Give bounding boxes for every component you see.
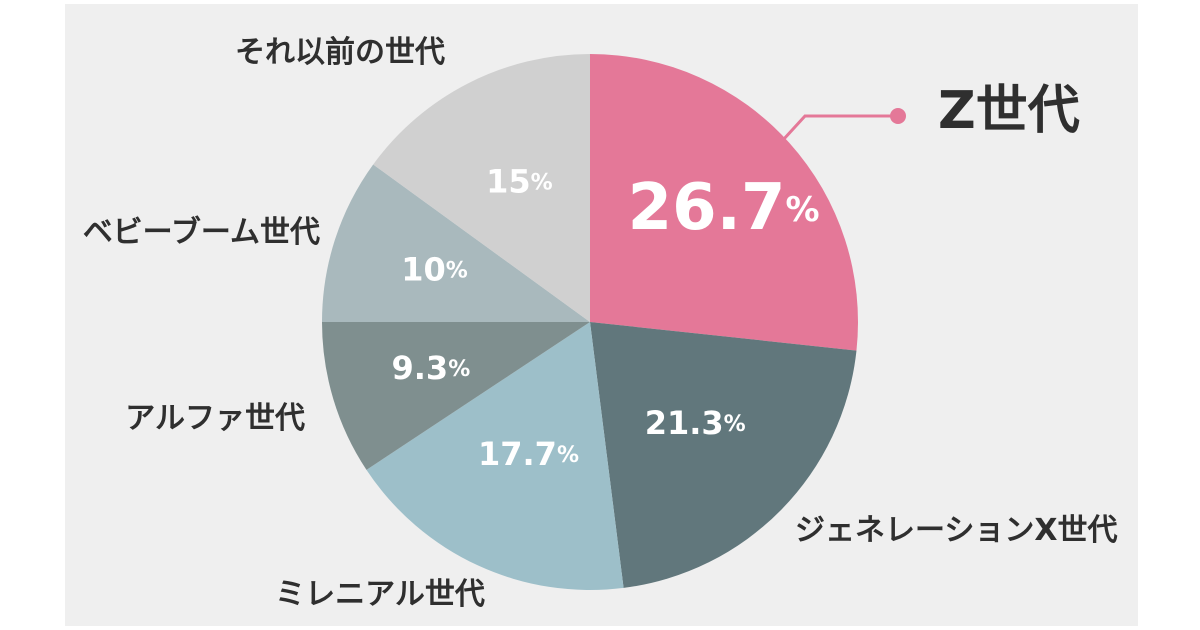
callout-line: [781, 114, 898, 142]
pie-slice: [590, 322, 857, 588]
pie-slice: [590, 54, 858, 351]
slice-category-label: ジェネレーションX世代: [795, 513, 1118, 548]
slice-value-label: 26.7%: [628, 171, 820, 245]
slice-category-label: それ以前の世代: [235, 35, 445, 70]
slice-category-label: ベビーブーム世代: [83, 215, 320, 250]
slice-category-label: ミレニアル世代: [275, 577, 485, 612]
slice-category-label: Z世代: [938, 81, 1080, 141]
slice-category-label: アルファ世代: [125, 401, 305, 436]
slice-value-label: 15%: [486, 163, 553, 201]
pie-slice: [322, 164, 590, 322]
pie-slice: [373, 54, 590, 322]
slice-value-label: 17.7%: [478, 435, 579, 473]
slice-value-label: 9.3%: [392, 349, 471, 387]
slice-value-label: 10%: [401, 250, 468, 288]
callout-dot: [890, 108, 906, 124]
pie-slice: [322, 322, 590, 470]
slice-value-label: 21.3%: [645, 404, 746, 442]
pie-slice: [366, 322, 624, 590]
